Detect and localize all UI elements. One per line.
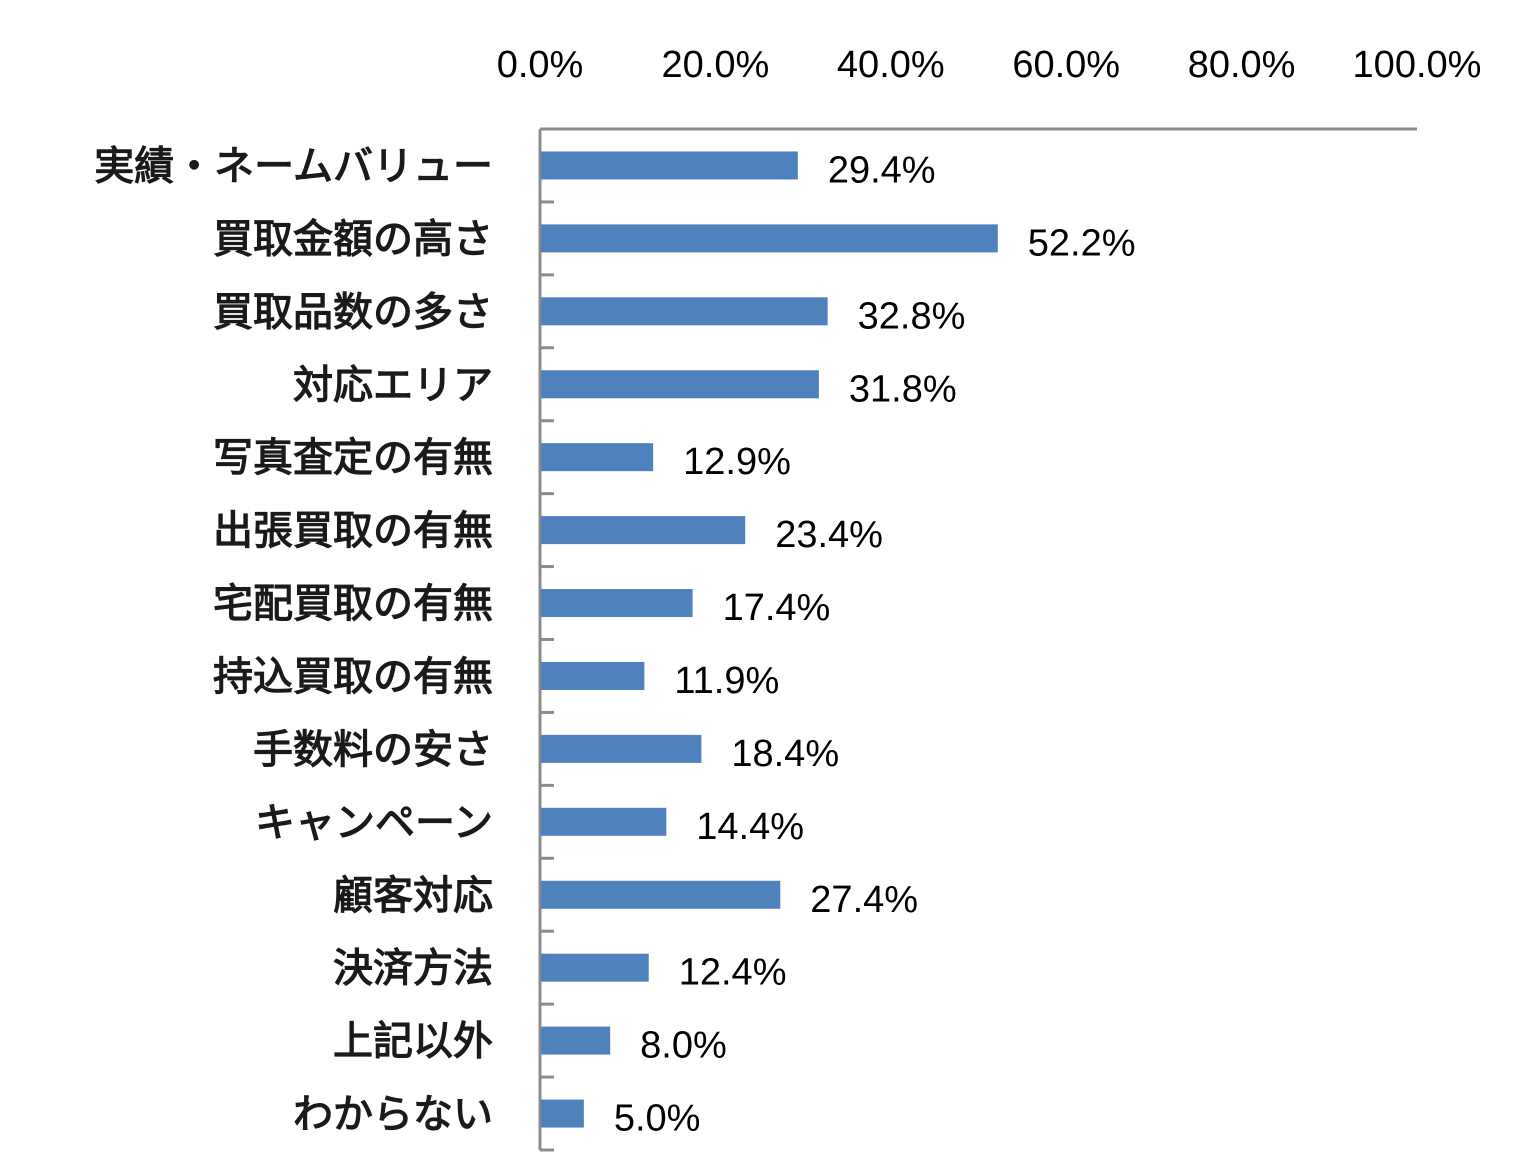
x-tick-label: 40.0%: [837, 44, 945, 86]
data-label: 12.9%: [683, 441, 791, 483]
axes: [538, 127, 1417, 1150]
x-tick-label: 20.0%: [662, 44, 770, 86]
x-tick-label: 0.0%: [497, 44, 584, 86]
data-label: 12.4%: [679, 952, 787, 994]
data-label: 8.0%: [640, 1025, 727, 1067]
category-label: 決済方法: [333, 946, 493, 992]
category-label: 出張買取の有無: [213, 508, 493, 554]
category-label: キャンペーン: [255, 800, 493, 846]
category-labels: 実績・ネームバリュー買取金額の高さ買取品数の多さ対応エリア写真査定の有無出張買取…: [94, 143, 493, 1137]
bars: [541, 151, 998, 1128]
category-label: 実績・ネームバリュー: [94, 143, 493, 189]
bar: [541, 880, 781, 909]
data-label: 31.8%: [849, 368, 957, 410]
category-label: 買取金額の高さ: [213, 216, 493, 262]
x-tick-label: 80.0%: [1188, 44, 1296, 86]
bar: [541, 807, 667, 836]
data-label: 14.4%: [696, 806, 804, 848]
data-labels: 29.4% 52.2% 32.8% 31.8% 12.9% 23.4% 17.4% 11.9%…: [614, 149, 1136, 1139]
x-tick-label: 60.0%: [1012, 44, 1120, 86]
bar: [541, 370, 819, 399]
bar: [541, 589, 693, 618]
bar: [541, 151, 798, 180]
bar: [541, 661, 645, 690]
category-label: 上記以外: [333, 1019, 493, 1065]
bar: [541, 516, 746, 545]
data-label: 27.4%: [810, 879, 918, 921]
bar: [541, 734, 702, 763]
data-label: 17.4%: [723, 587, 831, 629]
bar: [541, 443, 654, 472]
y-axis-ticks: [540, 200, 554, 1152]
data-label: 23.4%: [775, 514, 883, 556]
category-label: 手数料の安さ: [253, 727, 493, 773]
x-tick-label: 100.0%: [1353, 44, 1482, 86]
category-label: 持込買取の有無: [213, 654, 493, 700]
category-label: 対応エリア: [293, 362, 493, 408]
category-label: 顧客対応: [333, 873, 493, 919]
category-label: 宅配買取の有無: [213, 581, 493, 627]
bar: [541, 297, 828, 326]
bar: [541, 953, 649, 982]
data-label: 18.4%: [731, 733, 839, 775]
bar: [541, 1099, 584, 1128]
x-axis-ticks: 0.0% 20.0% 40.0% 60.0% 80.0% 100.0%: [497, 44, 1482, 86]
data-label: 5.0%: [614, 1098, 701, 1140]
data-label: 32.8%: [858, 295, 966, 337]
bar: [541, 224, 998, 253]
data-label: 29.4%: [828, 149, 936, 191]
bar: [541, 1026, 611, 1055]
category-label: わからない: [293, 1092, 493, 1138]
data-label: 11.9%: [674, 660, 779, 702]
data-label: 52.2%: [1028, 222, 1136, 264]
category-label: 写真査定の有無: [213, 435, 493, 481]
category-label: 買取品数の多さ: [213, 289, 493, 335]
